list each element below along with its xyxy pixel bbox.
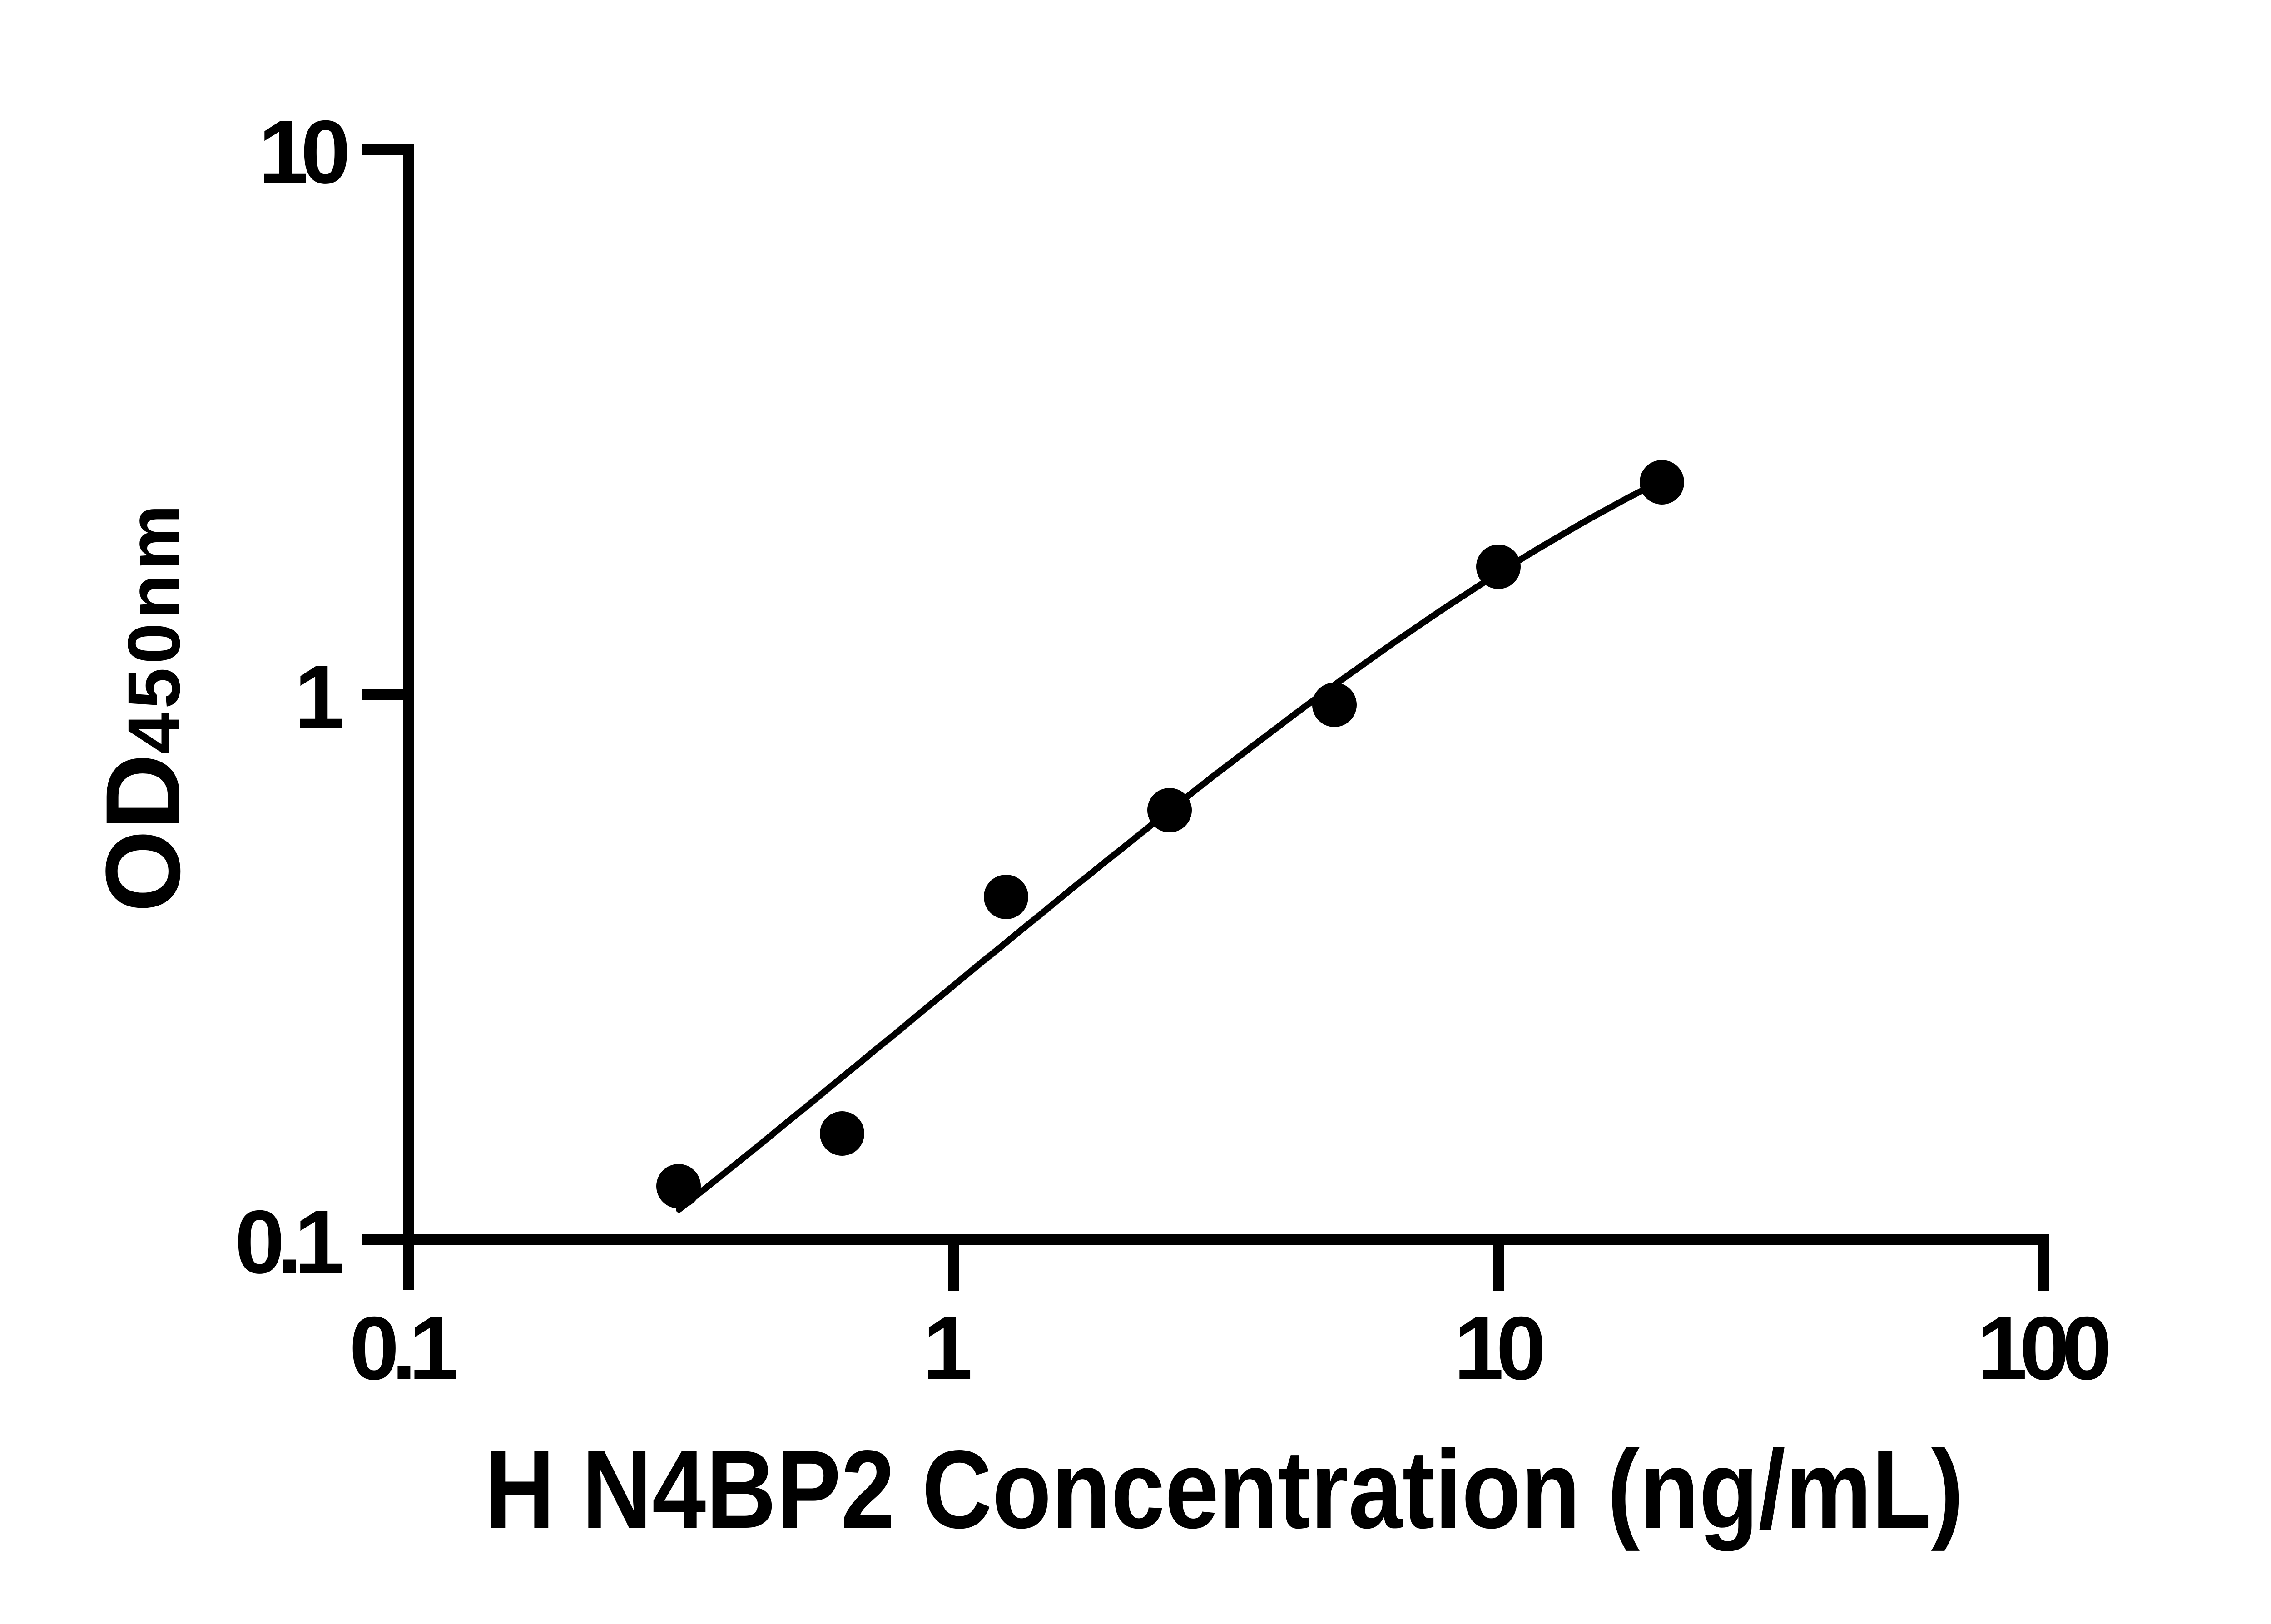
svg-text:1: 1 xyxy=(922,1298,970,1398)
svg-text:100: 100 xyxy=(1977,1298,2108,1398)
svg-text:1: 1 xyxy=(294,647,342,747)
svg-text:0.1: 0.1 xyxy=(349,1298,456,1398)
svg-text:0.1: 0.1 xyxy=(235,1192,342,1292)
svg-text:10: 10 xyxy=(258,102,347,202)
svg-text:H N4BP2 Concentration (ng/mL): H N4BP2 Concentration (ng/mL) xyxy=(485,1427,1964,1551)
svg-text:10: 10 xyxy=(1454,1298,1542,1398)
